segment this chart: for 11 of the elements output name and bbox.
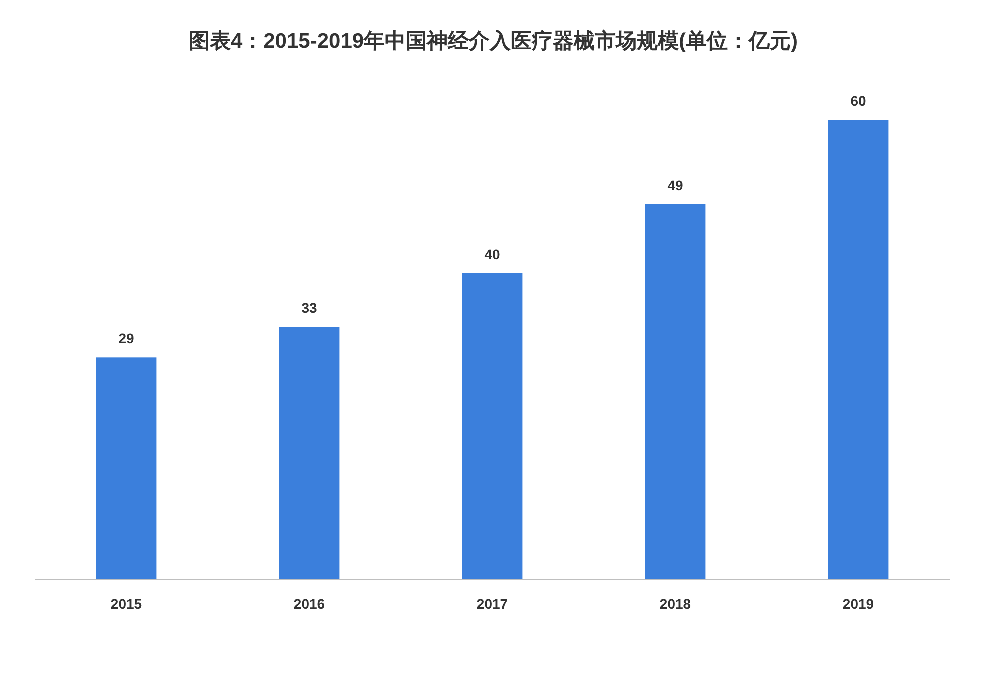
x-tick-label: 2016: [294, 596, 326, 612]
x-tick-label: 2019: [842, 596, 874, 612]
data-label: 49: [668, 177, 684, 194]
data-label: 40: [484, 246, 500, 262]
x-tick-label: 2018: [660, 596, 692, 612]
data-label: 33: [302, 300, 318, 316]
chart-title: 图表4：2015-2019年中国神经介入医疗器械市场规模(单位：亿元): [188, 29, 798, 53]
data-label: 60: [850, 93, 866, 109]
x-tick-label: 2015: [110, 596, 142, 612]
x-tick-label: 2017: [476, 596, 508, 612]
data-label: 29: [118, 330, 134, 347]
